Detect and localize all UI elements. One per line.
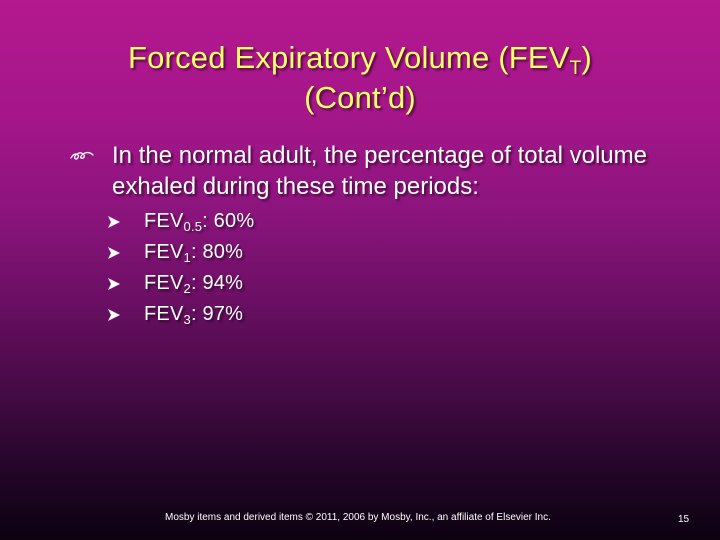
sub-bullet-text: FEV3: 97% xyxy=(144,303,244,327)
sub-bullet-text: FEV0.5: 60% xyxy=(144,210,255,234)
sub-bullet-list: FEV0.5: 60% FEV1: 80% FEV2: 94% FEV3: 97… xyxy=(107,207,254,331)
fev-subscript: 0.5 xyxy=(183,219,203,234)
page-number: 15 xyxy=(678,514,690,525)
title-line2: (Cont’d) xyxy=(304,80,416,115)
title-tail: ) xyxy=(581,40,593,75)
sub-bullet-item: FEV0.5: 60% xyxy=(107,207,254,238)
fev-value: : 94% xyxy=(190,272,244,294)
copyright-footer: Mosby items and derived items © 2011, 20… xyxy=(165,512,551,523)
slide-title: Forced Expiratory Volume (FEVT) (Cont’d) xyxy=(40,38,680,118)
arrow-bullet-icon xyxy=(108,309,120,321)
title-line1: Forced Expiratory Volume (FEVT) xyxy=(127,40,593,78)
fev-label: FEV xyxy=(144,210,184,232)
fev-label: FEV xyxy=(144,303,184,325)
main-bullet-text: In the normal adult, the percentage of t… xyxy=(112,142,647,200)
fev-value: : 97% xyxy=(190,303,244,325)
sub-bullet-item: FEV1: 80% xyxy=(107,238,254,269)
fev-subscript: 3 xyxy=(183,312,191,327)
fev-value: : 80% xyxy=(190,241,244,263)
fev-value: : 60% xyxy=(202,210,255,232)
fev-subscript: 1 xyxy=(183,250,191,265)
sub-bullet-text: FEV2: 94% xyxy=(144,272,244,296)
arrow-bullet-icon xyxy=(108,216,120,228)
title-subscript: T xyxy=(569,58,582,79)
fev-label: FEV xyxy=(144,272,184,294)
hand-writing-icon xyxy=(70,151,94,160)
fev-label: FEV xyxy=(144,241,184,263)
main-bullet: In the normal adult, the percentage of t… xyxy=(70,140,670,202)
arrow-bullet-icon xyxy=(108,247,120,259)
fev-subscript: 2 xyxy=(183,281,191,296)
sub-bullet-text: FEV1: 80% xyxy=(144,241,244,265)
sub-bullet-item: FEV3: 97% xyxy=(107,300,254,331)
title-main-text: Forced Expiratory Volume (FEV xyxy=(127,40,570,75)
sub-bullet-item: FEV2: 94% xyxy=(107,269,254,300)
arrow-bullet-icon xyxy=(108,278,120,290)
